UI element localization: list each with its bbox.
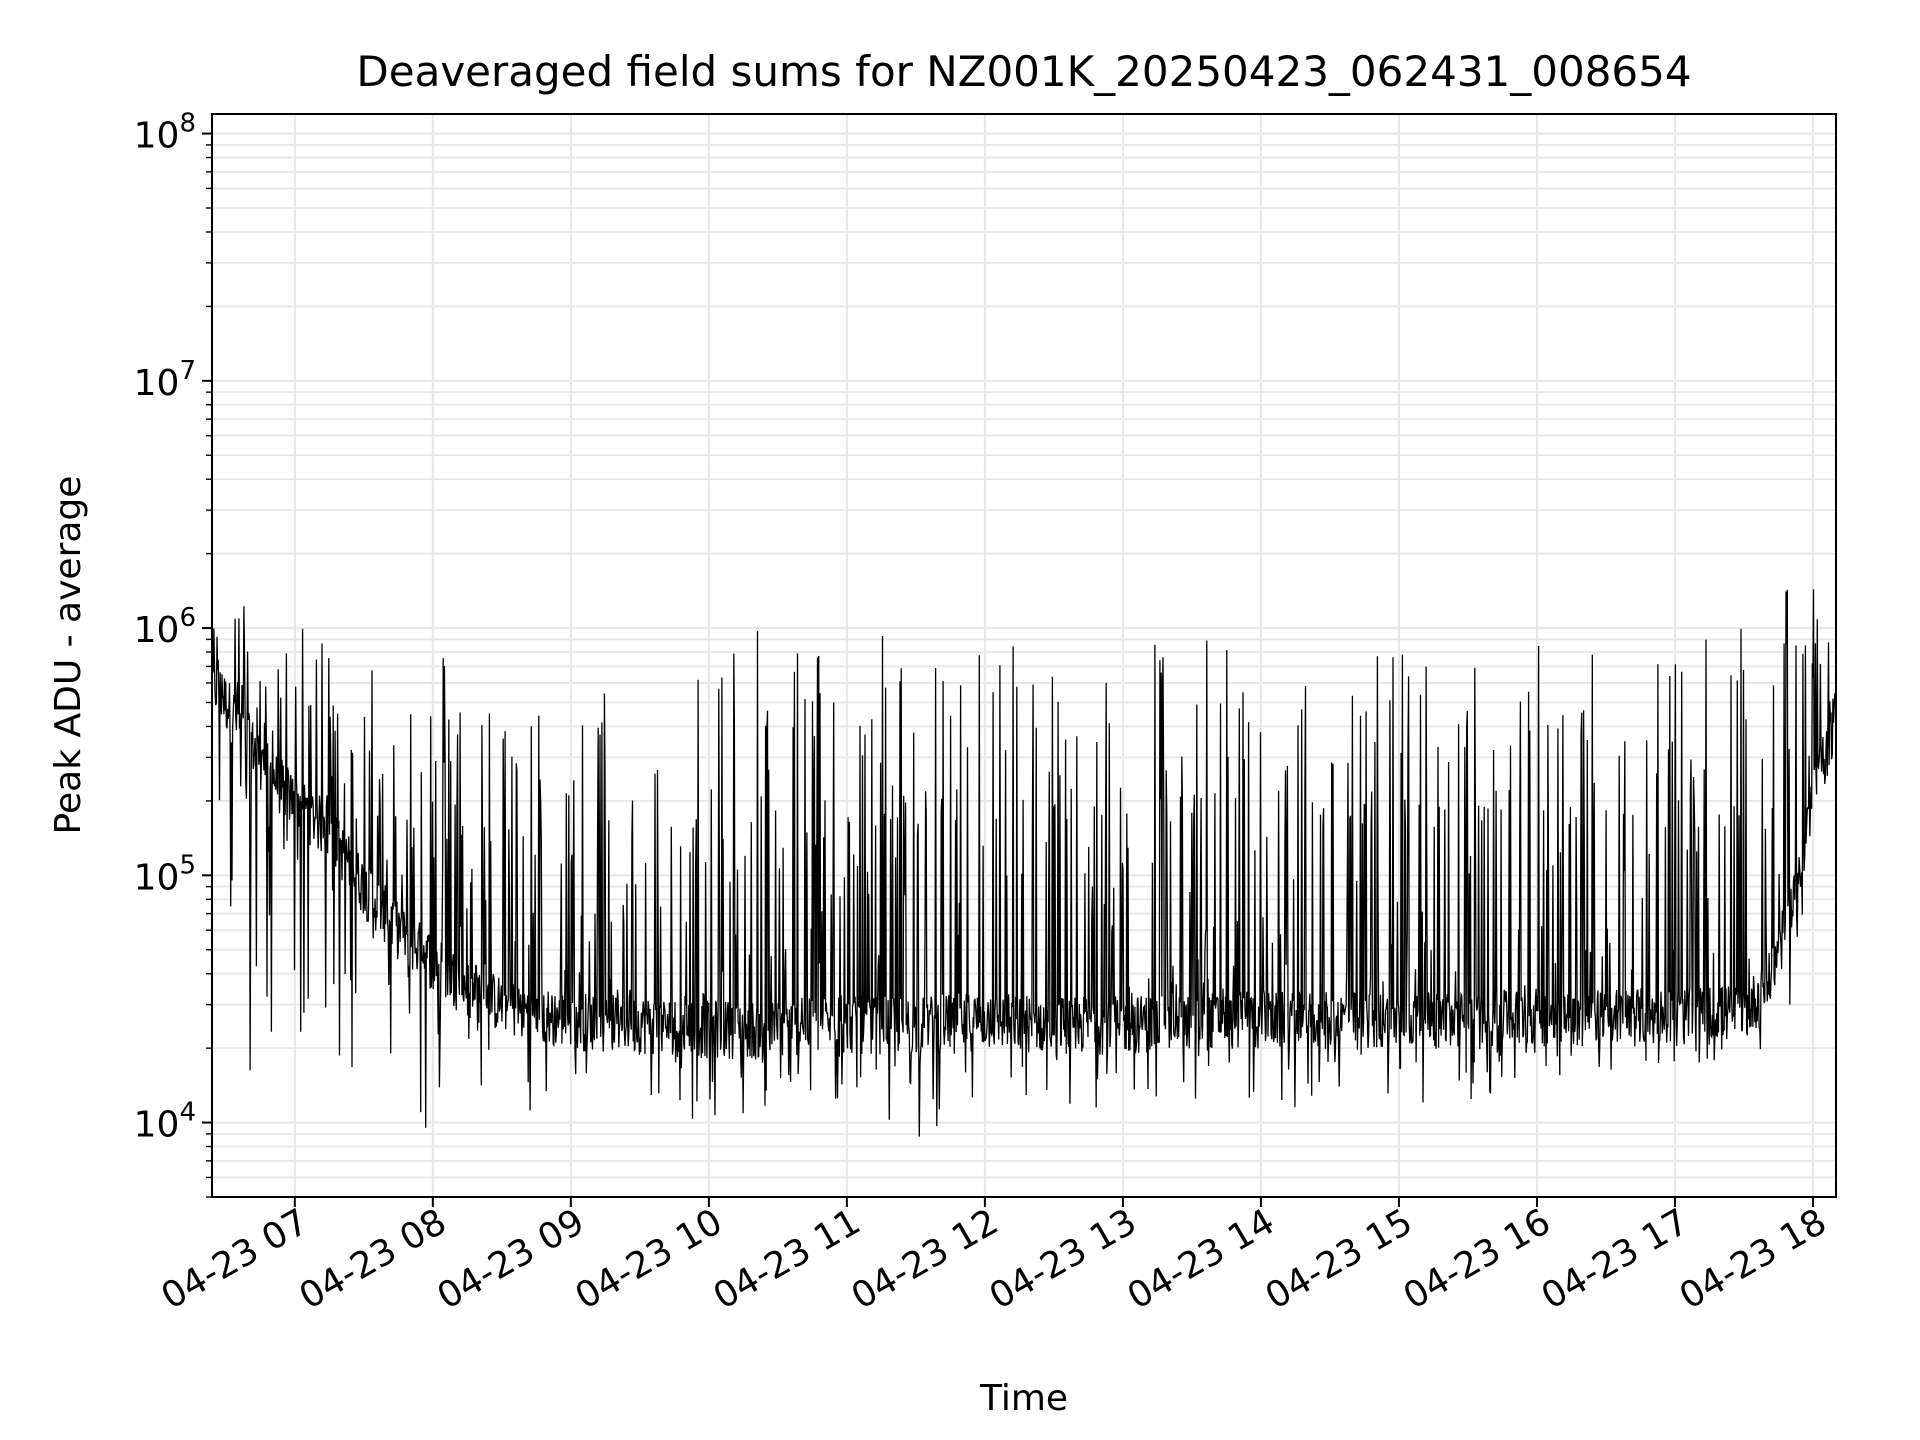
y-tick-label: 104	[134, 1098, 196, 1146]
plot-frame	[211, 113, 1837, 1198]
chart-title: Deaveraged field sums for NZ001K_2025042…	[356, 47, 1691, 96]
x-axis-label: Time	[979, 1378, 1068, 1419]
series-line	[212, 589, 1836, 1137]
y-tick-label: 105	[134, 850, 196, 898]
y-tick-label: 107	[134, 356, 196, 404]
axis-ticks	[202, 132, 1814, 1207]
data-series	[212, 589, 1836, 1137]
y-tick-label: 106	[134, 603, 196, 651]
y-axis-label: Peak ADU - average	[48, 476, 89, 835]
y-tick-label: 108	[134, 109, 196, 157]
